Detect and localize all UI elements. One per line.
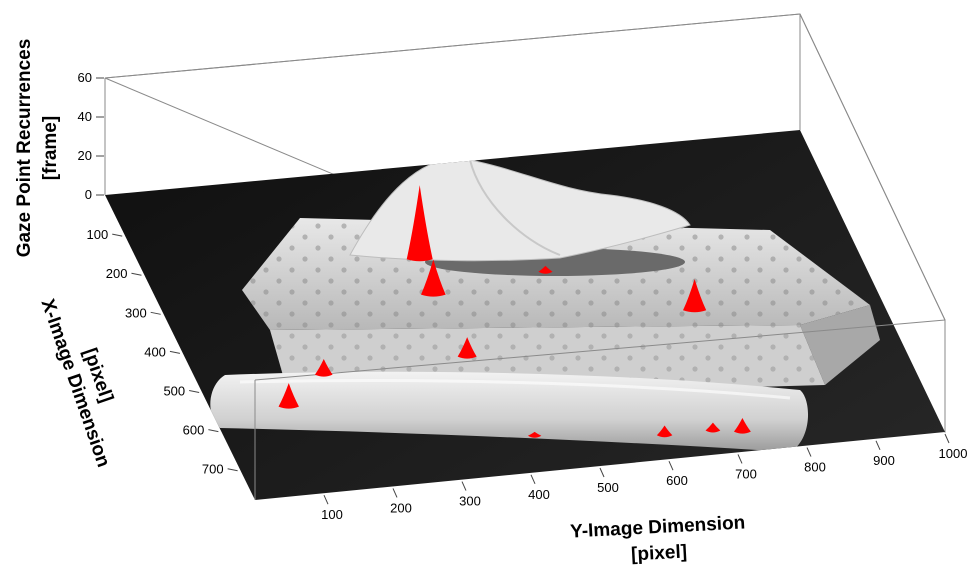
y-tick-mark [392, 488, 398, 498]
y-tick-label: 500 [597, 480, 619, 495]
box-front-frame [254, 319, 946, 500]
y-tick-label: 700 [735, 466, 757, 481]
z-axis-title-line1: Gaze Point Recurrences [14, 39, 35, 258]
gaze-peak-3 [538, 265, 553, 274]
x-axis-title: X-Image Dimension [pixel] [37, 296, 117, 470]
x-tick-label: 600 [183, 423, 205, 438]
y-axis-ticks: 100 200 300 400 500 600 700 800 900 1000 [321, 433, 968, 522]
x-tick-mark [169, 350, 181, 354]
gaze-peak-9 [656, 425, 673, 438]
x-axis-ticks: 100 200 300 400 500 600 700 [87, 227, 238, 477]
x-tick-mark [227, 468, 238, 472]
x-tick-mark [150, 311, 161, 315]
x-tick-mark [112, 233, 123, 237]
z-tick-label: 40 [78, 109, 92, 124]
x-tick-label: 100 [87, 227, 109, 242]
x-tick-label: 700 [202, 462, 224, 477]
gaze-peak-7 [278, 383, 299, 409]
rolled-towel [210, 371, 809, 452]
y-tick-mark [737, 454, 743, 464]
y-tick-mark [668, 460, 674, 471]
gaze-peak-1 [406, 185, 433, 262]
z-axis-title-line2: [frame] [40, 116, 61, 180]
y-axis-title-line2: [pixel] [631, 542, 688, 566]
y-tick-mark [530, 474, 536, 485]
y-tick-mark [461, 481, 467, 491]
y-axis-title: Y-Image Dimension [pixel] [570, 512, 746, 566]
y-tick-mark [944, 433, 950, 444]
y-tick-mark [323, 494, 329, 505]
gaze-peak-5 [314, 358, 333, 377]
y-tick-label: 800 [804, 460, 826, 475]
y-tick-label: 900 [873, 453, 895, 468]
x-tick-mark [189, 390, 200, 394]
z-axis-title: Gaze Point Recurrences [frame] [14, 39, 61, 258]
gaze-peak-4 [683, 279, 707, 313]
y-tick-label: 400 [528, 487, 550, 502]
gaze-peak-10 [705, 422, 721, 433]
y-axis-title-line1: Y-Image Dimension [570, 512, 746, 542]
y-tick-label: 1000 [939, 446, 968, 461]
gaze-peaks [278, 185, 751, 438]
y-tick-label: 100 [321, 507, 343, 522]
y-tick-mark [806, 447, 812, 457]
z-tick-label: 0 [85, 187, 92, 202]
z-tick-label: 60 [78, 70, 92, 85]
gaze-peak-11 [733, 417, 751, 434]
y-tick-label: 300 [459, 494, 481, 509]
y-tick-label: 600 [666, 473, 688, 488]
z-tick-label: 20 [78, 148, 92, 163]
gaze-peak-2 [421, 259, 446, 297]
y-tick-mark [599, 467, 605, 478]
gaze-peak-8 [527, 431, 542, 438]
x-tick-label: 400 [144, 344, 166, 359]
z-axis-ticks: 60 40 20 0 [78, 70, 104, 202]
gaze-peak-6 [457, 337, 477, 359]
y-tick-mark [875, 440, 881, 451]
x-tick-label: 200 [106, 266, 128, 281]
x-tick-label: 300 [125, 305, 147, 320]
x-tick-label: 500 [163, 384, 185, 399]
y-tick-label: 200 [390, 500, 412, 515]
x-tick-mark [208, 429, 219, 433]
x-tick-mark [131, 272, 142, 276]
